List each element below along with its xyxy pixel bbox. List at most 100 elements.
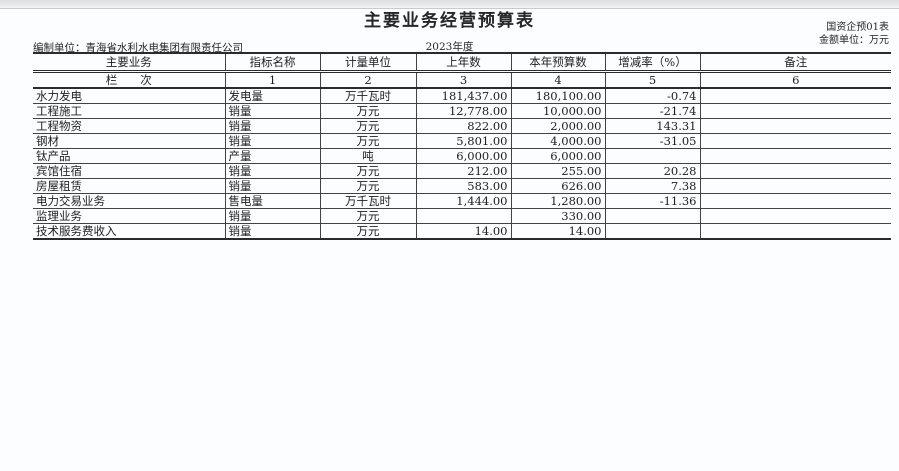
business-cell: 工程物资	[33, 118, 226, 134]
budget-cell: 6,000.00	[511, 148, 606, 164]
prev-year-cell: 12,778.00	[416, 103, 512, 119]
table-row: 电力交易业务 售电量 万千瓦时 1,444.00 1,280.00 -11.36	[33, 193, 891, 209]
indicator-cell: 售电量	[225, 193, 321, 209]
budget-period: 2023年度	[425, 41, 474, 53]
change-rate-cell	[605, 223, 701, 239]
col-header-business: 主要业务	[33, 53, 226, 73]
page-title: 主要业务经营预算表	[364, 11, 535, 31]
table-row: 钢材 销量 万元 5,801.00 4,000.00 -31.05	[33, 133, 891, 149]
unit-cell: 万千瓦时	[320, 193, 417, 209]
budget-cell: 255.00	[511, 163, 606, 179]
business-cell: 宾馆住宿	[33, 163, 226, 179]
change-rate-cell: -0.74	[605, 88, 701, 104]
table-row: 工程施工 销量 万元 12,778.00 10,000.00 -21.74	[33, 103, 891, 119]
indicator-cell: 销量	[225, 163, 321, 179]
remark-cell	[700, 163, 891, 179]
change-rate-cell: 7.38	[605, 178, 701, 194]
business-cell: 房屋租赁	[33, 178, 226, 194]
prev-year-cell: 583.00	[416, 178, 512, 194]
indicator-cell: 销量	[225, 118, 321, 134]
business-cell: 监理业务	[33, 208, 226, 224]
col-header-indicator: 指标名称	[225, 53, 321, 73]
col-header-unit: 计量单位	[320, 53, 417, 73]
budget-cell: 330.00	[511, 208, 606, 224]
unit-cell: 万元	[320, 223, 417, 239]
col-header-prev-year: 上年数	[416, 53, 512, 73]
column-index: 6	[700, 71, 891, 89]
prev-year-cell: 6,000.00	[416, 148, 512, 164]
form-meta: 国资企预01表 金额单位：万元	[819, 22, 889, 47]
scan-edge-artifact	[0, 0, 899, 9]
prev-year-cell: 822.00	[416, 118, 512, 134]
remark-cell	[700, 224, 891, 240]
budget-cell: 14.00	[511, 223, 606, 239]
column-index-label: 栏 次	[33, 71, 226, 89]
form-code: 国资企预01表	[826, 22, 889, 33]
remark-cell	[700, 103, 891, 119]
business-cell: 水力发电	[33, 88, 226, 104]
change-rate-cell	[605, 208, 701, 224]
unit-cell: 万元	[320, 103, 417, 119]
business-cell: 工程施工	[33, 103, 226, 119]
business-cell: 钢材	[33, 133, 226, 149]
amount-unit-note: 金额单位：万元	[819, 34, 889, 46]
table-row: 钛产品 产量 吨 6,000.00 6,000.00	[33, 148, 891, 164]
unit-cell: 万元	[320, 133, 417, 149]
table-row: 水力发电 发电量 万千瓦时 181,437.00 180,100.00 -0.7…	[33, 88, 891, 104]
budget-cell: 1,280.00	[511, 193, 606, 209]
unit-cell: 万元	[320, 178, 417, 194]
remark-cell	[700, 88, 891, 104]
unit-cell: 万元	[320, 208, 417, 224]
indicator-cell: 产量	[225, 148, 321, 164]
column-index: 5	[605, 71, 701, 89]
unit-cell: 万元	[320, 163, 417, 179]
prev-year-cell: 5,801.00	[416, 133, 512, 149]
business-cell: 钛产品	[33, 148, 226, 164]
prepared-by: 编制单位：青海省水利水电集团有限责任公司	[33, 42, 243, 54]
indicator-cell: 销量	[225, 223, 321, 239]
remark-cell	[700, 178, 891, 194]
indicator-cell: 销量	[225, 208, 321, 224]
col-header-budget: 本年预算数	[511, 53, 606, 73]
table-row: 监理业务 销量 万元 330.00	[33, 208, 891, 224]
remark-cell	[700, 118, 891, 134]
remark-cell	[700, 148, 891, 164]
table-row: 宾馆住宿 销量 万元 212.00 255.00 20.28	[33, 163, 891, 179]
remark-cell	[700, 133, 891, 149]
unit-cell: 万元	[320, 118, 417, 134]
table-row: 工程物资 销量 万元 822.00 2,000.00 143.31	[33, 118, 891, 134]
table-row: 房屋租赁 销量 万元 583.00 626.00 7.38	[33, 178, 891, 194]
table-row: 技术服务费收入 销量 万元 14.00 14.00	[33, 223, 891, 240]
prev-year-cell: 212.00	[416, 163, 512, 179]
prev-year-cell: 181,437.00	[416, 88, 512, 104]
prev-year-cell	[416, 208, 512, 224]
budget-table: 主要业务 指标名称 计量单位 上年数 本年预算数 增减率（%） 备注 栏 次 1…	[33, 52, 891, 240]
change-rate-cell	[605, 148, 701, 164]
change-rate-cell: 20.28	[605, 163, 701, 179]
remark-cell	[700, 208, 891, 224]
indicator-cell: 销量	[225, 103, 321, 119]
prev-year-cell: 1,444.00	[416, 193, 512, 209]
budget-cell: 180,100.00	[511, 88, 606, 104]
column-index: 3	[416, 71, 512, 89]
budget-cell: 2,000.00	[511, 118, 606, 134]
business-cell: 技术服务费收入	[33, 223, 226, 239]
indicator-cell: 销量	[225, 178, 321, 194]
change-rate-cell: 143.31	[605, 118, 701, 134]
column-index: 1	[225, 71, 321, 89]
col-header-change-rate: 增减率（%）	[605, 53, 701, 73]
budget-cell: 4,000.00	[511, 133, 606, 149]
prev-year-cell: 14.00	[416, 223, 512, 239]
change-rate-cell: -31.05	[605, 133, 701, 149]
business-cell: 电力交易业务	[33, 193, 226, 209]
header-row: 主要业务 指标名称 计量单位 上年数 本年预算数 增减率（%） 备注	[33, 53, 891, 73]
column-index: 2	[320, 71, 417, 89]
column-index: 4	[511, 71, 606, 89]
change-rate-cell: -21.74	[605, 103, 701, 119]
budget-cell: 626.00	[511, 178, 606, 194]
remark-cell	[700, 193, 891, 209]
column-index-row: 栏 次 1 2 3 4 5 6	[33, 71, 891, 89]
col-header-remark: 备注	[700, 53, 891, 73]
unit-cell: 吨	[320, 148, 417, 164]
